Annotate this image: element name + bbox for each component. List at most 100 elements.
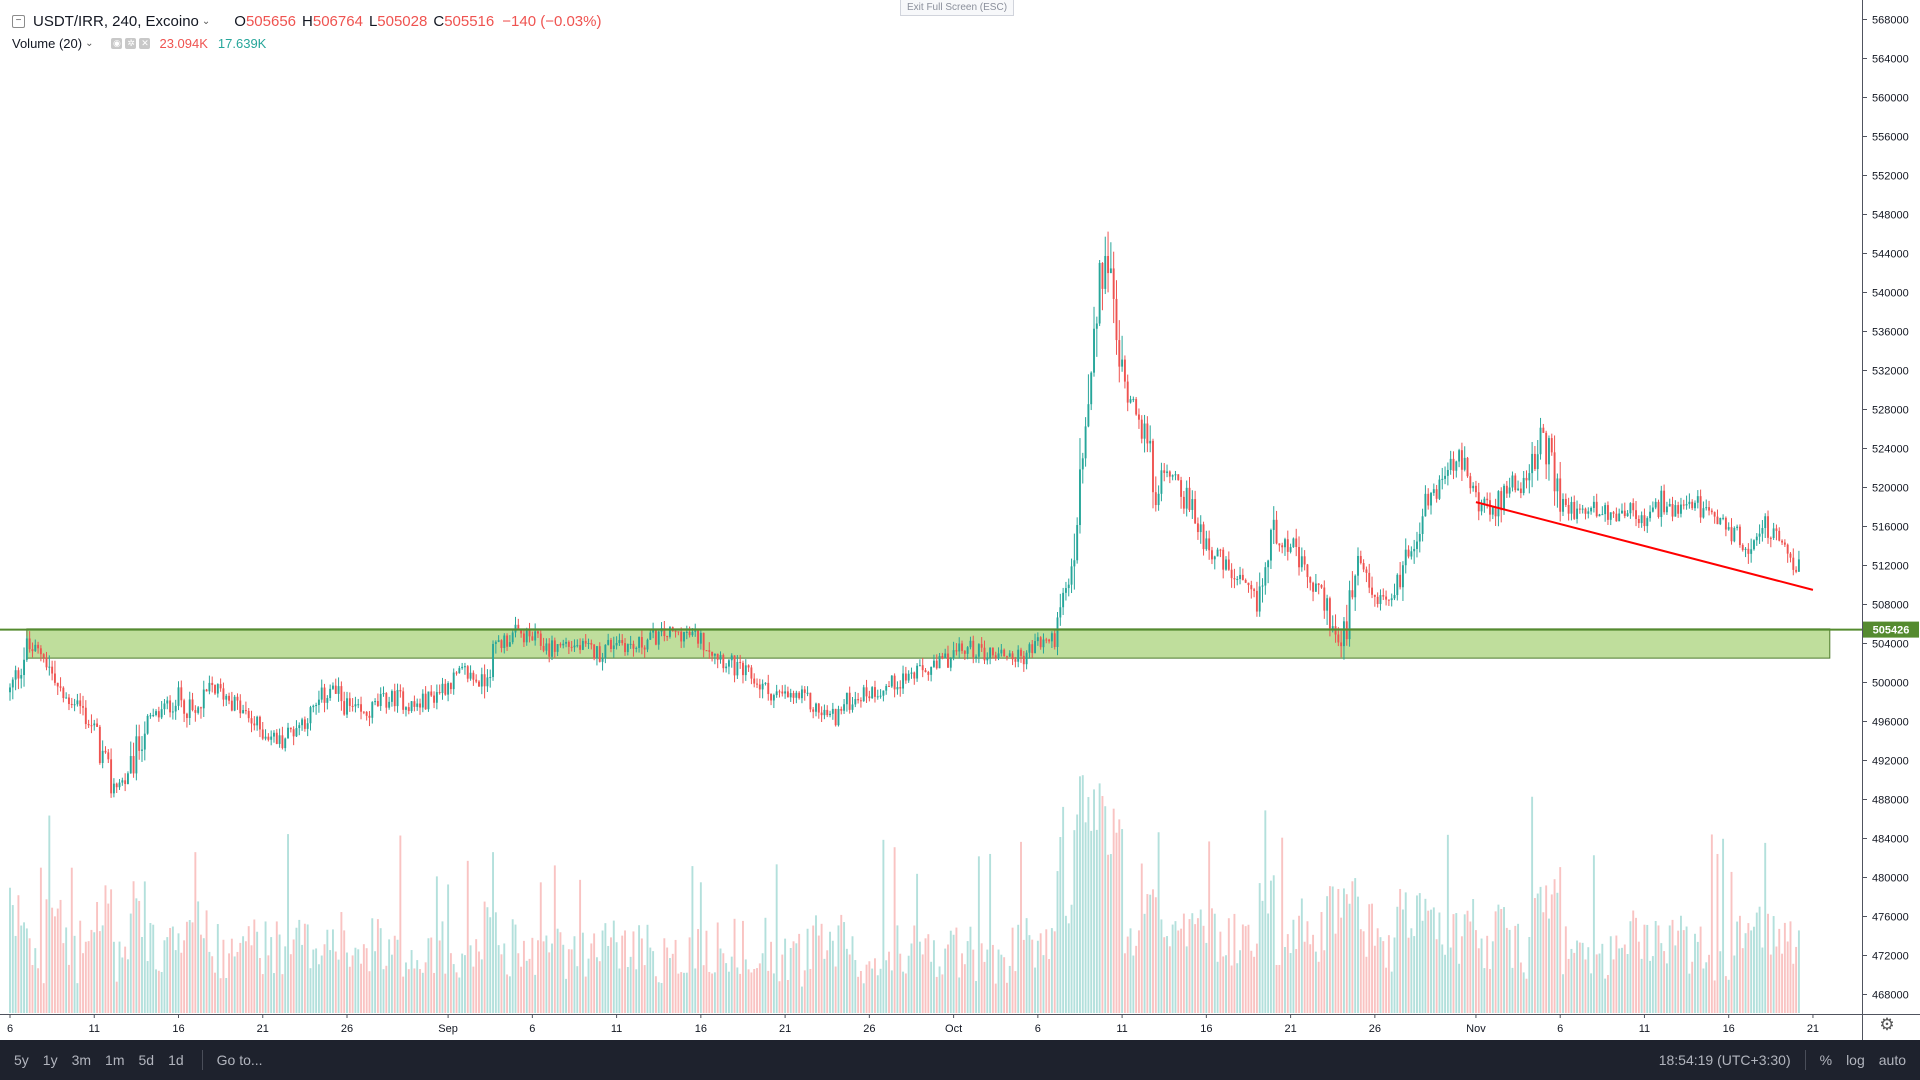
candle-body (115, 783, 118, 788)
candle-body (1087, 404, 1090, 427)
range-1m-button[interactable]: 1m (105, 1052, 125, 1068)
candle-body (427, 691, 430, 710)
price-tick-label: 496000 (1872, 717, 1909, 729)
candle-body (893, 675, 896, 690)
gear-icon[interactable]: ✲ (125, 37, 137, 49)
candle-body (736, 661, 739, 676)
chart-canvas[interactable]: 468000 472000 476000 480000 484000 488000 4920… (0, 0, 1920, 1040)
range-5d-button[interactable]: 5d (138, 1052, 155, 1068)
candle-body (368, 715, 371, 718)
price-axis[interactable]: 468000 472000 476000 480000 484000 488000 4920… (1862, 15, 1919, 1002)
candle-body (1081, 458, 1084, 470)
volume-bar (121, 957, 124, 1013)
candle-body (1118, 340, 1121, 367)
volume-bar (9, 887, 11, 1013)
percent-scale-toggle[interactable]: % (1819, 1052, 1833, 1068)
range-1y-button[interactable]: 1y (42, 1052, 58, 1068)
volume-bar (1241, 924, 1244, 1013)
volume-bar (1059, 837, 1062, 1013)
volume-bar (1399, 888, 1402, 1013)
auto-scale-toggle[interactable]: auto (1878, 1052, 1906, 1068)
candle-body (1312, 582, 1315, 592)
volume-bar (388, 939, 391, 1013)
volume-bar (1093, 789, 1095, 1013)
volume-bar (1609, 936, 1612, 1013)
volume-bar (1626, 954, 1629, 1013)
candle-body (556, 644, 559, 652)
volume-bar (17, 895, 20, 1013)
candle-body (503, 635, 506, 649)
goto-button[interactable]: Go to... (216, 1052, 263, 1068)
volume-bar (1014, 971, 1017, 1013)
log-scale-toggle[interactable]: log (1846, 1052, 1865, 1068)
candle-body (357, 704, 360, 706)
settings-gear-icon[interactable]: ⚙ (1879, 1015, 1895, 1034)
volume-bar (1202, 925, 1205, 1013)
symbol-title[interactable]: USDT/IRR, 240, Excoino (33, 12, 199, 30)
volume-bar (34, 948, 37, 1013)
eye-icon[interactable]: ◉ (111, 37, 123, 49)
volume-bar (303, 923, 306, 1013)
range-1d-button[interactable]: 1d (168, 1052, 184, 1068)
candle-body (904, 673, 907, 681)
trendline[interactable] (1475, 501, 1814, 591)
candle-body (848, 692, 851, 710)
candle-body (1430, 492, 1432, 506)
candle-body (1570, 501, 1573, 514)
candle-body (312, 705, 315, 708)
volume-bar (376, 919, 379, 1013)
candle-body (1635, 510, 1637, 520)
chevron-down-icon[interactable]: ⌄ (201, 15, 211, 27)
volume-bar (1654, 920, 1657, 1013)
volume-bar (1604, 978, 1607, 1013)
volume-bar (862, 983, 865, 1013)
volume-bar (1272, 875, 1275, 1013)
volume-chevron-down-icon[interactable]: ⌄ (85, 37, 94, 49)
candle-body (520, 629, 523, 634)
candle-body (163, 703, 166, 710)
volume-bar (1056, 871, 1059, 1013)
exit-fullscreen-button[interactable]: Exit Full Screen (ESC) (900, 0, 1015, 16)
volume-bar (87, 941, 90, 1013)
volume-bar (890, 970, 893, 1013)
volume-bar (1006, 982, 1008, 1013)
clock-timezone[interactable]: 18:54:19 (UTC+3:30) (1658, 1052, 1791, 1068)
candle-body (1612, 512, 1615, 514)
range-5y-button[interactable]: 5y (14, 1052, 29, 1068)
candle-body (517, 624, 520, 630)
candle-body (281, 735, 284, 749)
candle-body (1017, 649, 1020, 662)
candle-body (1576, 508, 1579, 519)
candle-body (449, 683, 452, 690)
candle-body (124, 780, 127, 785)
support-zone[interactable] (26, 628, 1831, 659)
candle-body (845, 692, 848, 705)
volume-bar (1691, 961, 1694, 1013)
candle-body (1713, 512, 1716, 517)
legend-collapse-icon[interactable]: − (12, 14, 25, 28)
volume-study-label[interactable]: Volume (20) (12, 35, 83, 51)
candle-body (421, 693, 424, 708)
range-3m-button[interactable]: 3m (71, 1052, 92, 1068)
volume-bar (1216, 961, 1219, 1013)
low-label: L (368, 12, 378, 30)
candle-body (1331, 626, 1334, 630)
volume-bar (1227, 918, 1230, 1013)
volume-bar (76, 983, 79, 1013)
candle-body (1373, 594, 1376, 597)
volume-bar (1118, 819, 1121, 1013)
candle-body (643, 647, 646, 650)
close-icon[interactable]: ✕ (139, 37, 151, 49)
candle-body (376, 701, 379, 707)
time-axis[interactable]: 6 11 16 21 26 Sep 6 11 16 21 26 Oct 6 11 16 21 26 Nov 6 11 1… (7, 1014, 1819, 1035)
candle-body (1036, 637, 1039, 642)
volume-bar (37, 968, 40, 1013)
volume-bar (1180, 928, 1183, 1013)
candle-body (938, 656, 941, 669)
candle-body (1045, 639, 1048, 641)
candle-body (806, 692, 809, 694)
volume-bar (831, 940, 834, 1013)
candle-body (907, 673, 910, 681)
candle-body (1278, 543, 1281, 546)
candle-body (37, 644, 40, 649)
